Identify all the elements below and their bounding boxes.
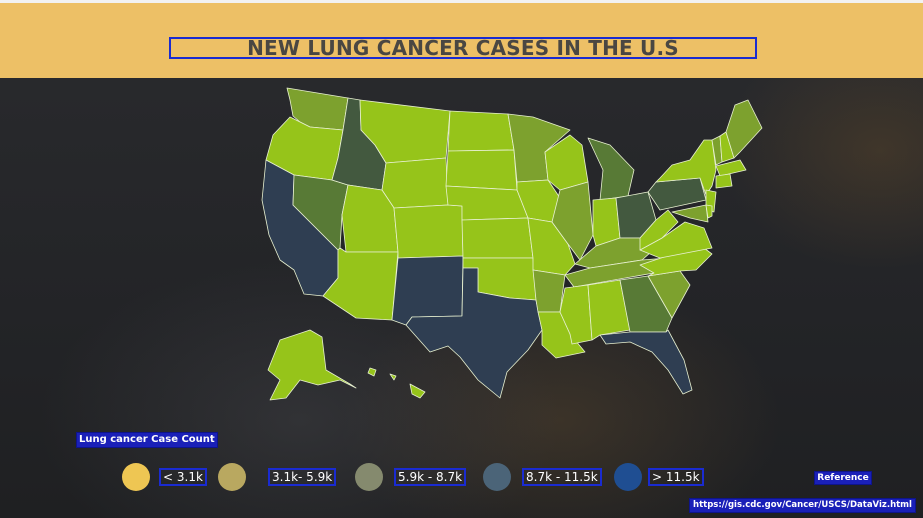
state-texas[interactable] xyxy=(405,267,543,399)
legend-swatch-lt-3-1k xyxy=(122,463,150,491)
state-florida[interactable] xyxy=(599,329,693,395)
state-arizona[interactable] xyxy=(322,247,399,321)
state-west-virginia[interactable] xyxy=(639,209,679,251)
page-title: NEW LUNG CANCER CASES IN THE U.S xyxy=(169,37,757,59)
state-new-york[interactable] xyxy=(655,139,717,196)
legend-swatch-8-7k-11-5k xyxy=(483,463,511,491)
header-banner xyxy=(0,3,923,78)
top-strip xyxy=(0,0,923,3)
state-massachusetts[interactable] xyxy=(715,159,747,177)
legend-swatch-5-9k-8-7k xyxy=(355,463,383,491)
state-south-dakota[interactable] xyxy=(445,149,518,191)
state-maine[interactable] xyxy=(725,99,763,159)
reference-label: Reference xyxy=(814,471,872,485)
state-connecticut[interactable] xyxy=(715,173,733,189)
legend-label-lt-3-1k: < 3.1k xyxy=(159,468,207,486)
state-delaware[interactable] xyxy=(705,204,713,219)
reference-link[interactable]: https://gis.cdc.gov/Cancer/USCS/DataViz.… xyxy=(689,498,916,513)
legend-label-5-9k-8-7k: 5.9k - 8.7k xyxy=(394,468,467,486)
legend-title: Lung cancer Case Count xyxy=(76,432,218,448)
state-pennsylvania[interactable] xyxy=(647,177,707,211)
legend-swatch-gt-11-5k xyxy=(614,463,642,491)
state-maryland[interactable] xyxy=(671,204,709,223)
state-michigan[interactable] xyxy=(587,137,635,201)
state-new-mexico[interactable] xyxy=(391,255,464,326)
state-indiana[interactable] xyxy=(592,197,621,247)
state-wyoming[interactable] xyxy=(381,157,449,209)
state-alabama[interactable] xyxy=(587,279,631,341)
legend-label-8-7k-11-5k: 8.7k - 11.5k xyxy=(522,468,602,486)
legend-swatch-3-1k-5-9k xyxy=(218,463,246,491)
state-north-dakota[interactable] xyxy=(447,110,515,152)
state-alaska[interactable] xyxy=(267,329,357,401)
state-arkansas[interactable] xyxy=(532,269,566,313)
state-kansas[interactable] xyxy=(461,217,534,259)
state-hawaii[interactable] xyxy=(367,367,426,399)
legend-label-gt-11-5k: > 11.5k xyxy=(648,468,704,486)
legend-label-3-1k-5-9k: 3.1k- 5.9k xyxy=(268,468,337,486)
state-colorado[interactable] xyxy=(393,204,464,259)
state-georgia[interactable] xyxy=(619,275,673,333)
